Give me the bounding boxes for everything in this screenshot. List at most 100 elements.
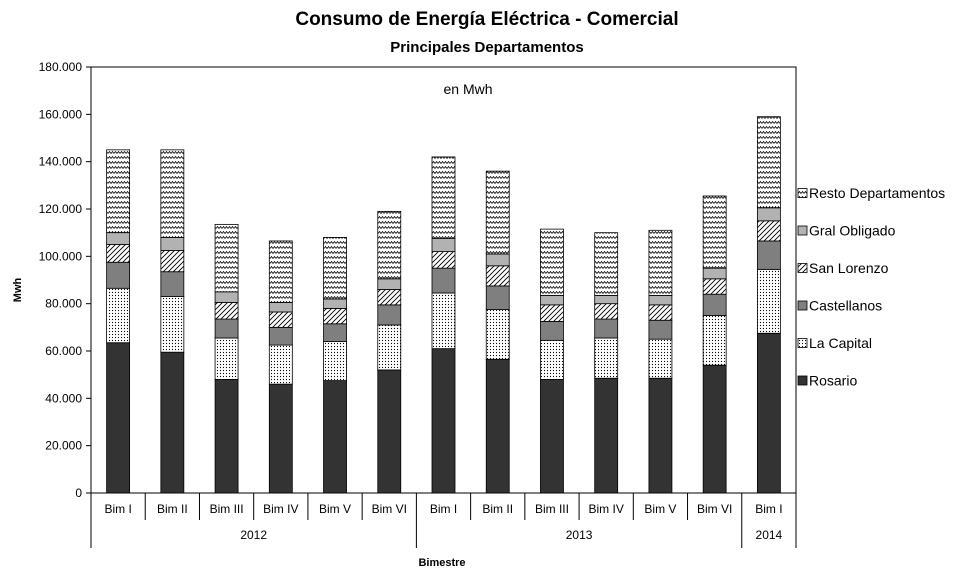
- bar-segment: [377, 289, 402, 306]
- legend-item: Resto Departamentos: [797, 185, 945, 201]
- bar-segment: [485, 358, 510, 494]
- bar-segment: [268, 344, 293, 385]
- bar-segment: [268, 383, 293, 494]
- x-group-label: 2013: [566, 528, 593, 542]
- x-tick-label: Bim VI: [372, 502, 407, 516]
- bar-segment: [702, 267, 727, 280]
- x-group-label: 2014: [756, 528, 783, 542]
- bar-segment: [756, 116, 781, 209]
- legend-swatch: [797, 338, 808, 348]
- legend-label: La Capital: [809, 335, 872, 351]
- x-group-label: 2012: [240, 528, 267, 542]
- legend-item: Gral Obligado: [797, 223, 896, 239]
- bar-segment: [648, 319, 673, 340]
- legend-label: Gral Obligado: [809, 223, 896, 239]
- bar-segment: [323, 341, 347, 381]
- bar-segment: [540, 339, 564, 380]
- bar-segment: [702, 364, 727, 494]
- bar-segment: [594, 294, 619, 305]
- bar-segment: [756, 332, 781, 494]
- bar-segment: [160, 250, 185, 273]
- legend-swatch: [797, 263, 808, 273]
- bar-segment: [268, 302, 293, 313]
- bar-segment: [594, 377, 619, 494]
- y-tick-label: 80.000: [45, 297, 82, 311]
- bar-segment: [594, 232, 619, 296]
- bar-segment: [214, 291, 239, 303]
- x-tick-label: Bim V: [319, 502, 351, 516]
- bar-segment: [485, 309, 510, 360]
- bar-segment: [431, 251, 456, 269]
- y-tick-label: 160.000: [39, 107, 83, 121]
- bar-segment: [106, 232, 131, 245]
- legend-item: San Lorenzo: [797, 260, 889, 276]
- legend-item: La Capital: [797, 335, 872, 351]
- x-tick-label: Bim IV: [263, 502, 298, 516]
- legend-label: Resto Departamentos: [809, 185, 945, 201]
- bar-segment: [160, 351, 185, 494]
- bar-segment: [540, 378, 564, 494]
- bar-segment: [268, 326, 293, 346]
- y-axis-title: Mwh: [12, 278, 24, 303]
- bar-segment: [160, 296, 185, 353]
- bar-segment: [594, 303, 619, 320]
- bar-segment: [377, 304, 402, 326]
- legend-swatch: [797, 188, 808, 198]
- bar-segment: [756, 220, 781, 242]
- bar-segment: [323, 307, 347, 325]
- bar-segment: [160, 149, 185, 238]
- bar-segment: [431, 292, 456, 350]
- bar-segment: [431, 267, 456, 294]
- bar-segment: [377, 369, 402, 494]
- legend-swatch: [797, 225, 808, 236]
- chart-title: Consumo de Energía Eléctrica - Comercial: [295, 9, 678, 30]
- bar-segment: [214, 318, 239, 339]
- y-tick-label: 140.000: [39, 155, 83, 169]
- bar-segment: [268, 311, 293, 328]
- bar-segment: [377, 210, 402, 280]
- bar-segment: [106, 261, 131, 289]
- bar-segment: [431, 348, 456, 494]
- legend-label: Castellanos: [809, 298, 882, 314]
- bar-segment: [540, 294, 564, 306]
- chart-subtitle: Principales Departamentos: [390, 39, 583, 56]
- bar-segment: [594, 337, 619, 379]
- x-tick-label: Bim VI: [697, 502, 732, 516]
- bar-segment: [214, 223, 239, 293]
- x-tick-label: Bim II: [157, 502, 188, 516]
- bar-segment: [377, 324, 402, 371]
- legend-swatch: [797, 300, 808, 311]
- bar-segment: [323, 380, 347, 494]
- y-tick-label: 20.000: [45, 439, 82, 453]
- legend-swatch: [797, 375, 808, 386]
- bar-segment: [756, 207, 781, 222]
- bar-segment: [160, 271, 185, 297]
- y-tick-label: 100.000: [39, 249, 83, 263]
- bar-segment: [594, 318, 619, 339]
- bar-segment: [648, 294, 673, 306]
- bar-segment: [377, 278, 402, 290]
- y-tick-label: 40.000: [45, 391, 82, 405]
- bar-segment: [106, 287, 131, 344]
- x-tick-label: Bim IV: [589, 502, 624, 516]
- x-tick-label: Bim III: [535, 502, 569, 516]
- bar-segment: [702, 293, 727, 316]
- bar-segment: [106, 244, 131, 263]
- x-tick-label: Bim I: [104, 502, 131, 516]
- y-tick-label: 0: [75, 486, 82, 500]
- x-tick-label: Bim III: [210, 502, 244, 516]
- bar-segment: [485, 170, 510, 255]
- bar-segment: [323, 298, 347, 309]
- bar-segment: [106, 149, 131, 234]
- legend-item: Rosario: [797, 373, 857, 389]
- bar-segment: [268, 240, 293, 303]
- bar-segment: [431, 156, 456, 239]
- legend-item: Castellanos: [797, 298, 882, 314]
- bar-segment: [648, 377, 673, 494]
- bar-segment: [214, 302, 239, 320]
- bar-segment: [323, 236, 347, 300]
- bar-segment: [648, 304, 673, 321]
- bar-segment: [648, 338, 673, 379]
